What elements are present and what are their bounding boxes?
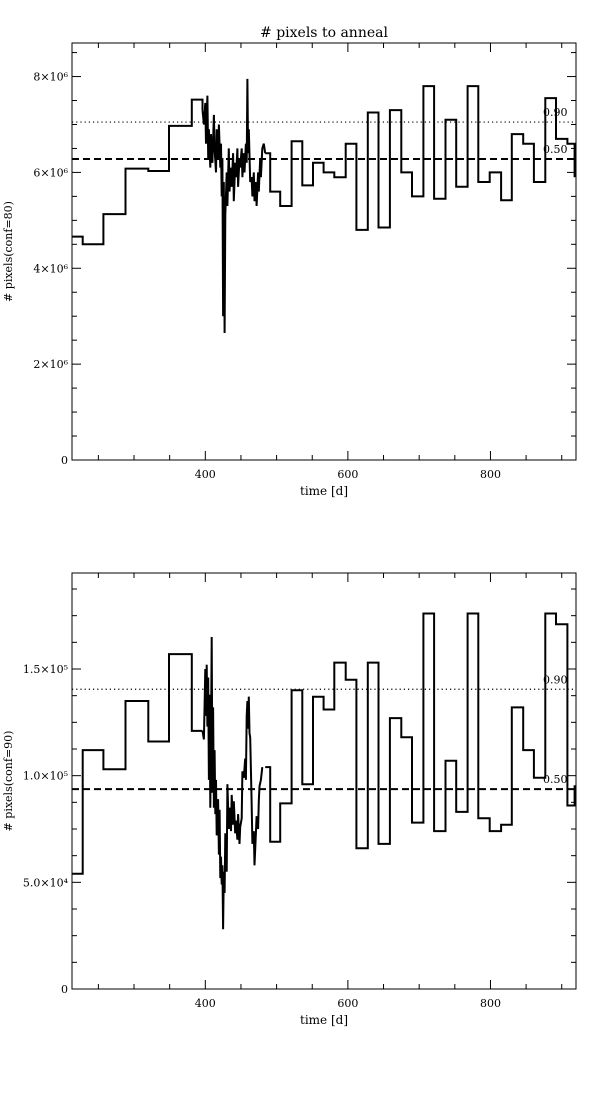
y-tick-label: 6×10⁶ xyxy=(33,166,68,179)
x-tick-label: 600 xyxy=(337,997,358,1010)
x-tick-label: 400 xyxy=(195,997,216,1010)
data-series-0 xyxy=(72,653,203,875)
y-axis-label: # pixels(conf=90) xyxy=(2,731,15,832)
x-tick-label: 400 xyxy=(195,468,216,481)
y-tick-label: 2×10⁶ xyxy=(33,358,68,371)
x-tick-label: 600 xyxy=(337,468,358,481)
bottom-panel: 0.90 0.50 400 600 800 0 5.0×10⁴ 1.0×10⁵ 1.5×10⁵ t… xyxy=(2,572,577,1027)
x-axis-label: time [d] xyxy=(300,1013,348,1027)
x-tick-label: 800 xyxy=(480,468,501,481)
data-series-2 xyxy=(265,85,576,231)
chart-title: # pixels to anneal xyxy=(260,25,388,41)
y-tick-label: 8×10⁶ xyxy=(33,71,68,84)
plot-frame xyxy=(71,42,577,461)
y-axis-label: # pixels(conf=80) xyxy=(2,201,15,302)
y-tick-label: 0 xyxy=(61,983,68,996)
y-tick-label: 4×10⁶ xyxy=(33,262,68,275)
y-tick-label: 0 xyxy=(61,454,68,467)
y-tick-label: 5.0×10⁴ xyxy=(23,876,69,889)
data-series-1 xyxy=(201,78,267,334)
y-tick-label: 1.0×10⁵ xyxy=(23,770,68,783)
data-series-0 xyxy=(72,98,204,246)
reference-label-0.50: 0.50 xyxy=(543,143,568,156)
reference-label-0.90: 0.90 xyxy=(543,673,568,686)
x-tick-label: 800 xyxy=(480,997,501,1010)
y-tick-label: 1.5×10⁵ xyxy=(23,663,68,676)
x-axis-label: time [d] xyxy=(300,484,348,498)
reference-label-0.50: 0.50 xyxy=(543,773,568,786)
data-series-2 xyxy=(265,612,576,850)
data-series-1 xyxy=(201,636,264,930)
plot-frame xyxy=(71,572,577,990)
